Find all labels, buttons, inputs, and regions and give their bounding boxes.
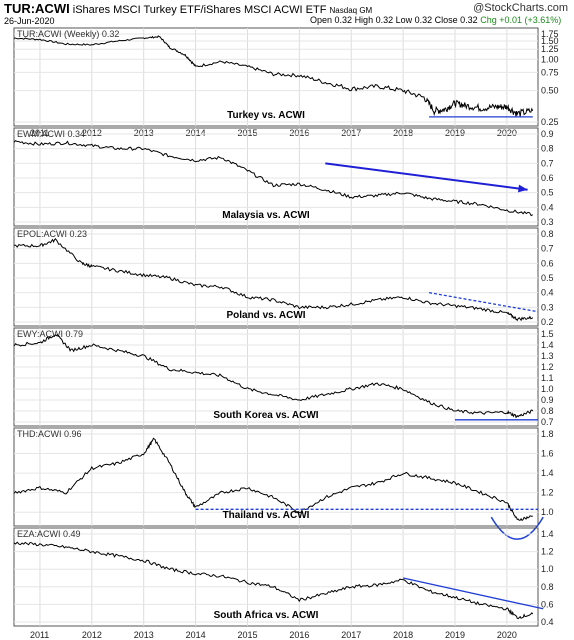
- panel-label: Thailand vs. ACWI: [223, 510, 310, 521]
- y-tick-label: 0.4: [541, 202, 554, 212]
- exchange: Nasdaq GM: [329, 6, 373, 15]
- open-value: Open 0.32: [310, 15, 353, 25]
- y-tick-label: 1.0: [541, 384, 554, 394]
- annotation-arrow-line: [325, 162, 528, 191]
- y-tick-label: 0.8: [541, 229, 554, 239]
- annotation-trend-line: [428, 292, 539, 313]
- panel-frame: [13, 327, 539, 427]
- y-tick-label: 1.2: [541, 488, 554, 498]
- y-tick-label: 1.00: [541, 54, 559, 64]
- y-tick-label: 1.25: [541, 44, 559, 54]
- series-line: [13, 333, 534, 419]
- annotation-arc: [490, 516, 544, 540]
- y-tick-label: 0.8: [541, 406, 554, 416]
- panel-frame: [13, 427, 539, 527]
- x-tick-label: 2012: [82, 630, 102, 640]
- y-tick-label: 1.0: [541, 564, 554, 574]
- x-tick-label: 2011: [30, 630, 49, 640]
- y-tick-label: 0.6: [541, 258, 554, 268]
- ticker-label: EWM:ACWI 0.34: [17, 129, 85, 139]
- panel-label: South Korea vs. ACWI: [213, 410, 318, 421]
- y-tick-label: 0.5: [541, 188, 554, 198]
- chart-title: TUR:ACWI iShares MSCI Turkey ETF/iShares…: [4, 1, 372, 16]
- series-line: [14, 35, 534, 117]
- y-tick-label: 1.4: [541, 468, 554, 478]
- y-tick-label: 1.1: [541, 373, 554, 383]
- y-tick-label: 0.9: [541, 129, 554, 139]
- y-tick-label: 1.2: [541, 362, 554, 372]
- y-tick-label: 0.6: [541, 173, 554, 183]
- panel-frame: [13, 527, 539, 627]
- y-tick-label: 0.4: [541, 617, 554, 627]
- low-value: Low 0.32: [395, 15, 433, 25]
- ticker-label: TUR:ACWI (Weekly) 0.32: [17, 29, 119, 39]
- y-tick-label: 0.7: [541, 244, 554, 254]
- y-tick-label: 0.50: [541, 86, 559, 96]
- y-tick-label: 1.6: [541, 449, 554, 459]
- y-tick-label: 0.8: [541, 582, 554, 592]
- panel-label: Malaysia vs. ACWI: [222, 210, 310, 221]
- y-tick-label: 0.3: [541, 217, 554, 227]
- x-tick-label: 2020: [497, 630, 517, 640]
- y-tick-label: 1.8: [541, 429, 554, 439]
- high-value: High 0.32: [354, 15, 394, 25]
- panel-label: Turkey vs. ACWI: [227, 110, 305, 121]
- panel-frame: [13, 27, 539, 127]
- ohlc-readout: Open 0.32 High 0.32 Low 0.32 Close 0.32 …: [310, 15, 561, 25]
- panel-frame: [13, 227, 539, 327]
- y-tick-label: 0.7: [541, 158, 554, 168]
- ticker-label: THD:ACWI 0.96: [17, 429, 82, 439]
- close-value: Close 0.32: [434, 15, 478, 25]
- y-tick-label: 0.4: [541, 288, 554, 298]
- chart-date: 26-Jun-2020: [4, 16, 55, 26]
- y-tick-label: 1.2: [541, 547, 554, 557]
- panel-frame: [13, 127, 539, 227]
- y-tick-label: 0.3: [541, 302, 554, 312]
- y-tick-label: 1.5: [541, 329, 554, 339]
- x-tick-label: 2015: [237, 630, 257, 640]
- x-tick-label: 2018: [393, 630, 413, 640]
- annotation-trend-line: [402, 577, 544, 610]
- y-tick-label: 0.25: [541, 117, 559, 127]
- y-tick-label: 1.75: [541, 29, 559, 39]
- y-tick-label: 1.4: [541, 340, 554, 350]
- y-tick-label: 0.6: [541, 599, 554, 609]
- y-tick-label: 1.0: [541, 507, 554, 517]
- y-tick-label: 1.4: [541, 529, 554, 539]
- x-tick-label: 2014: [186, 630, 206, 640]
- y-tick-label: 0.9: [541, 395, 554, 405]
- ticker-label: EZA:ACWI 0.49: [17, 529, 81, 539]
- x-tick-label: 2017: [341, 630, 361, 640]
- y-tick-label: 1.50: [541, 36, 559, 46]
- series-line: [13, 238, 534, 322]
- panel-label: South Africa vs. ACWI: [214, 610, 319, 621]
- series-line: [13, 139, 534, 217]
- y-tick-label: 0.7: [541, 417, 554, 427]
- description: iShares MSCI Turkey ETF/iShares MSCI ACW…: [72, 4, 327, 16]
- change-value: Chg +0.01 (+3.61%): [480, 15, 562, 25]
- y-tick-label: 0.75: [541, 67, 559, 77]
- series-line: [13, 437, 533, 522]
- x-tick-label: 2019: [445, 630, 465, 640]
- x-tick-label: 2013: [134, 630, 154, 640]
- y-tick-label: 0.5: [541, 273, 554, 283]
- ticker-label: EPOL:ACWI 0.23: [17, 229, 87, 239]
- y-tick-label: 0.2: [541, 317, 554, 327]
- symbol: TUR:ACWI: [4, 1, 70, 16]
- panel-label: Poland vs. ACWI: [226, 310, 305, 321]
- brand-logo: @StockCharts.com: [473, 2, 568, 14]
- ticker-label: EWY:ACWI 0.79: [17, 329, 83, 339]
- series-line: [13, 541, 534, 620]
- x-tick-label: 2016: [289, 630, 309, 640]
- y-tick-label: 0.8: [541, 144, 554, 154]
- y-tick-label: 1.3: [541, 351, 554, 361]
- annotation-arrow-head: [517, 184, 528, 193]
